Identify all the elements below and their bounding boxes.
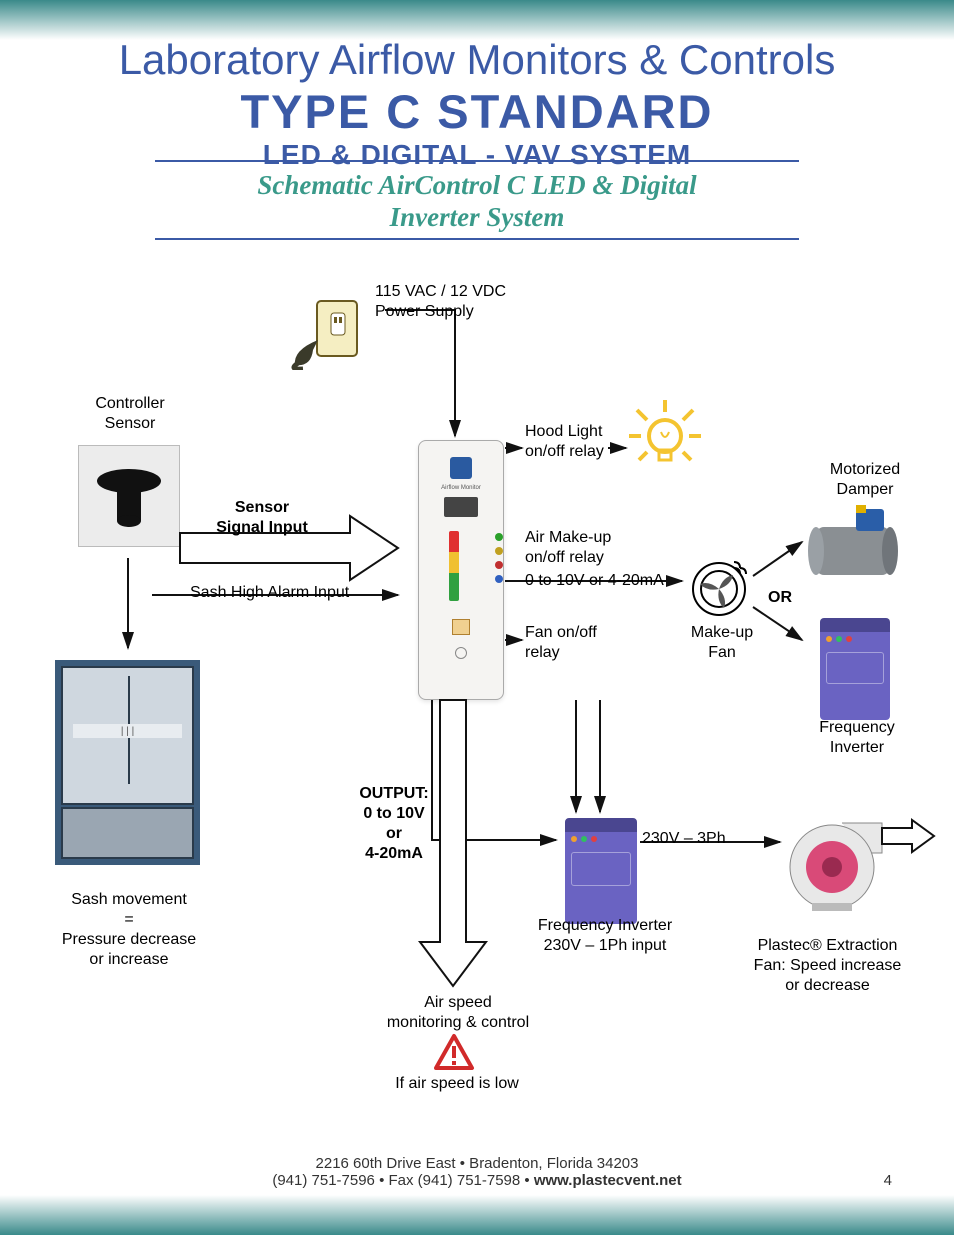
subtitle-1: Schematic AirControl C LED & Digital xyxy=(0,170,954,201)
top-gradient xyxy=(0,0,954,40)
label-or: OR xyxy=(760,588,800,608)
bottom-gradient xyxy=(0,1195,954,1235)
label-sash-alarm: Sash High Alarm Input xyxy=(190,583,390,603)
label-iflow: If air speed is low xyxy=(382,1074,532,1094)
heading-2: TYPE C STANDARD xyxy=(0,84,954,139)
label-freq-inv-r: FrequencyInverter xyxy=(812,718,902,758)
led-blue xyxy=(495,575,503,583)
label-controller-sensor: ControllerSensor xyxy=(80,394,180,434)
label-damper: MotorizedDamper xyxy=(820,460,910,500)
subtitle-2: Inverter System xyxy=(0,202,954,233)
inverter-main xyxy=(565,818,637,924)
plug-icon xyxy=(283,295,363,370)
heading-1: Laboratory Airflow Monitors & Controls xyxy=(0,36,954,84)
controller-brand-text: Airflow Monitor xyxy=(419,485,503,491)
label-hood-light: Hood Lighton/off relay xyxy=(525,422,625,462)
label-output: OUTPUT:0 to 10Vor4-20mA xyxy=(354,784,434,864)
label-power-supply: 115 VAC / 12 VDCPower Supply xyxy=(375,282,555,322)
header-block: Laboratory Airflow Monitors & Controls T… xyxy=(0,36,954,171)
controller-unit: Airflow Monitor xyxy=(418,440,504,700)
label-makeup-fan: Make-upFan xyxy=(682,623,762,663)
rule-bottom xyxy=(155,238,799,240)
footer-contact: (941) 751-7596 • Fax (941) 751-7598 • ww… xyxy=(0,1172,954,1189)
page-number: 4 xyxy=(884,1172,892,1189)
footer-url: www.plastecvent.net xyxy=(534,1172,682,1189)
led-green xyxy=(495,533,503,541)
led-yellow xyxy=(495,547,503,555)
fan-icon xyxy=(690,560,748,618)
label-signal: 0 to 10V or 4-20mA xyxy=(525,571,695,591)
label-sensor-signal: SensorSignal Input xyxy=(212,498,312,538)
controller-logo xyxy=(450,457,472,479)
fume-hood-photo: | | | xyxy=(55,660,200,865)
label-freq-inv-main1: Frequency Inverter xyxy=(530,916,680,936)
bulb-icon xyxy=(625,398,705,473)
footer-phone: (941) 751-7596 • Fax (941) 751-7598 • xyxy=(272,1172,534,1189)
warning-icon xyxy=(432,1032,476,1072)
label-airspeed: Air speedmonitoring & control xyxy=(378,993,538,1033)
label-freq-inv-main2: 230V – 1Ph input xyxy=(530,936,680,956)
damper-icon xyxy=(808,505,898,585)
controller-button xyxy=(452,619,470,635)
led-column xyxy=(495,533,503,609)
label-plastec-fan: Plastec® ExtractionFan: Speed increaseor… xyxy=(740,936,915,996)
label-sash-move: Sash movement=Pressure decreaseor increa… xyxy=(44,890,214,970)
blower-icon xyxy=(782,805,897,915)
footer-address: 2216 60th Drive East • Bradenton, Florid… xyxy=(0,1155,954,1172)
inverter-right xyxy=(820,618,890,720)
sensor-photo xyxy=(78,445,180,547)
page: Laboratory Airflow Monitors & Controls T… xyxy=(0,0,954,1235)
controller-display xyxy=(444,497,478,517)
footer: 2216 60th Drive East • Bradenton, Florid… xyxy=(0,1155,954,1189)
heading-3: LED & DIGITAL - VAV SYSTEM xyxy=(0,139,954,171)
label-air-makeup: Air Make-upon/off relay xyxy=(525,528,645,568)
led-red xyxy=(495,561,503,569)
rule-top xyxy=(155,160,799,162)
label-fan-relay: Fan on/offrelay xyxy=(525,623,625,663)
controller-knob xyxy=(455,647,467,659)
led-strip xyxy=(449,531,459,601)
label-230v: 230V – 3Ph xyxy=(642,829,762,849)
